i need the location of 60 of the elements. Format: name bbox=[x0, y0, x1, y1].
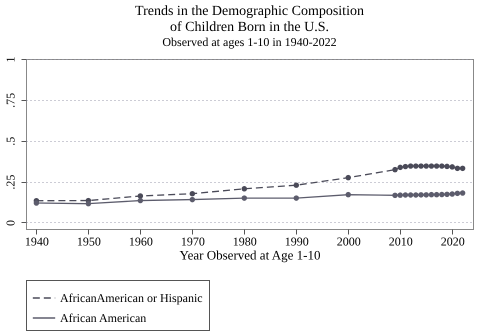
x-tick-label: 1990 bbox=[284, 234, 309, 248]
x-axis-title: Year Observed at Age 1-10 bbox=[180, 248, 320, 262]
point bbox=[190, 196, 196, 202]
point bbox=[408, 192, 414, 198]
y-tick-label: 0 bbox=[4, 220, 18, 226]
point bbox=[397, 192, 403, 198]
chart-subtitle: Observed at ages 1-10 in 1940-2022 bbox=[162, 35, 337, 49]
point bbox=[402, 192, 408, 198]
point bbox=[428, 192, 434, 198]
point bbox=[138, 193, 144, 199]
point bbox=[413, 163, 419, 169]
point bbox=[294, 182, 300, 188]
point bbox=[294, 195, 300, 201]
point bbox=[444, 192, 450, 198]
point bbox=[402, 164, 408, 170]
point bbox=[434, 192, 440, 198]
point bbox=[392, 192, 398, 198]
point bbox=[428, 163, 434, 169]
point bbox=[86, 200, 92, 206]
point bbox=[34, 200, 40, 206]
point bbox=[454, 166, 460, 172]
y-tick-label: 1 bbox=[4, 56, 18, 62]
x-tick-label: 1980 bbox=[232, 234, 257, 248]
text: of Children Born in the U.S. bbox=[170, 20, 330, 35]
point bbox=[418, 192, 424, 198]
point bbox=[397, 164, 403, 170]
x-tick-label: 1940 bbox=[24, 234, 49, 248]
point bbox=[190, 190, 196, 196]
point bbox=[392, 166, 398, 172]
x-tick-label: 2020 bbox=[440, 234, 465, 248]
point bbox=[460, 166, 466, 172]
legend-label: African American bbox=[60, 311, 146, 325]
point bbox=[423, 192, 429, 198]
x-tick-label: 2000 bbox=[336, 234, 361, 248]
y-tick-label: .75 bbox=[4, 92, 18, 108]
x-tick-label: 1970 bbox=[180, 234, 205, 248]
x-tick-label: 1960 bbox=[128, 234, 153, 248]
x-tick-label: 2010 bbox=[388, 234, 413, 248]
point bbox=[439, 163, 445, 169]
text: Trends in the Demographic Composition bbox=[135, 4, 364, 19]
point bbox=[444, 164, 450, 170]
point bbox=[413, 192, 419, 198]
point bbox=[439, 192, 445, 198]
y-tick-label: .25 bbox=[4, 174, 18, 190]
legend-label: AfricanAmerican or Hispanic bbox=[60, 291, 203, 305]
point bbox=[454, 190, 460, 196]
point bbox=[346, 192, 351, 198]
point bbox=[460, 190, 466, 196]
point bbox=[242, 186, 248, 192]
point bbox=[449, 191, 455, 197]
point bbox=[434, 163, 440, 169]
x-tick-label: 1950 bbox=[76, 234, 101, 248]
y-tick-label: .5 bbox=[4, 136, 18, 146]
point bbox=[346, 174, 351, 180]
point bbox=[449, 164, 455, 170]
point bbox=[242, 195, 248, 201]
point bbox=[423, 163, 429, 169]
point bbox=[418, 163, 424, 169]
point bbox=[138, 198, 144, 204]
point bbox=[408, 163, 414, 169]
